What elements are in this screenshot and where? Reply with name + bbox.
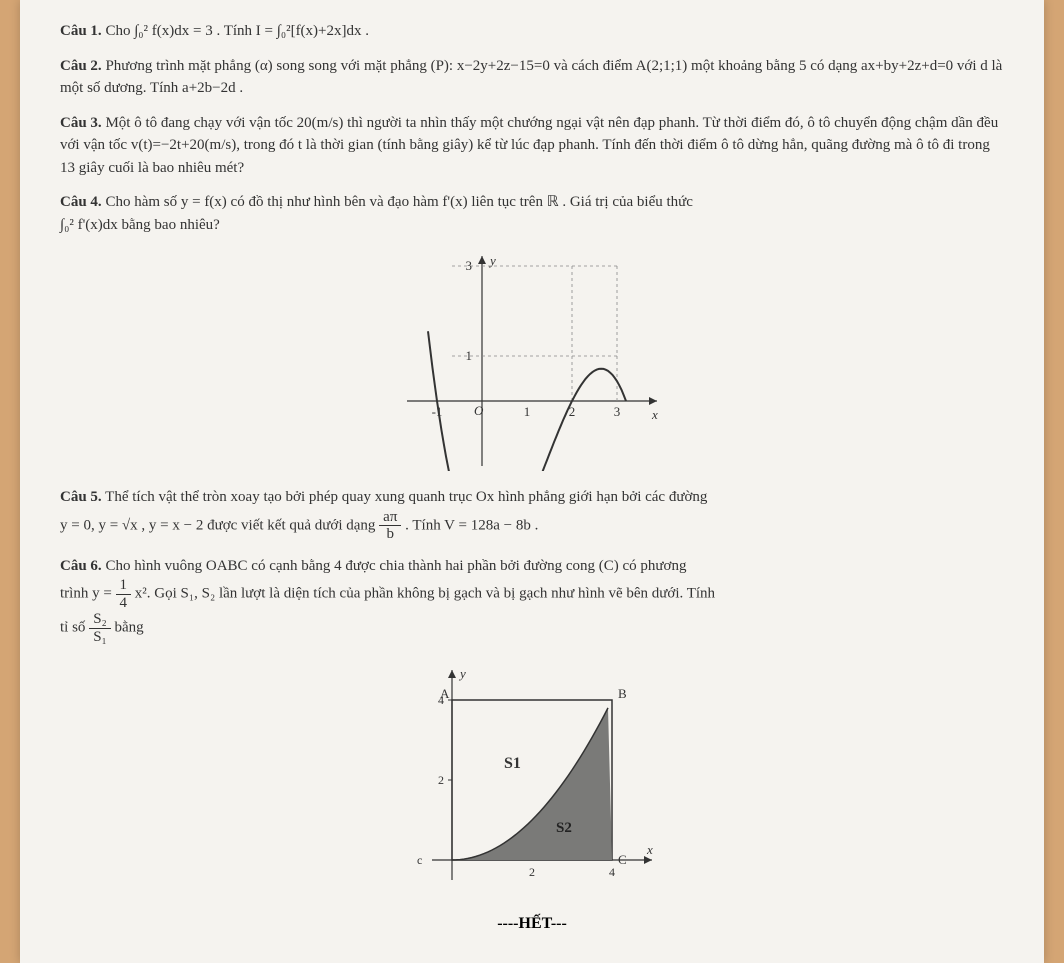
question-3: Câu 3. Một ô tô đang chạy với vận tốc 20… [60,112,1004,180]
q4-label: Câu 4. [60,194,102,210]
question-4: Câu 4. Cho hàm số y = f(x) có đồ thị như… [60,191,1004,236]
q6-label: Câu 6. [60,558,102,574]
q5-fraction: aπ b [379,509,401,543]
question-1: Câu 1. Cho ∫₀² f(x)dx = 3 . Tính I = ∫₀²… [60,20,1004,43]
svg-text:3: 3 [466,258,473,273]
q5-frac-den: b [379,526,401,543]
svg-text:C: C [618,852,627,867]
q6-frac2-num: S₂ [89,611,111,629]
q6-line3b: bằng [115,619,144,635]
q1-label: Câu 1. [60,23,102,39]
question-2: Câu 2. Phương trình mặt phẳng (α) song s… [60,55,1004,100]
q6-line2a: trình y = [60,585,116,601]
q5-line2a: y = 0, y = √x , y = x − 2 được viết kết … [60,517,379,533]
q4-text-before: Cho hàm số y = f(x) có đồ thị như hình b… [105,194,693,210]
q5-frac-num: aπ [379,509,401,527]
chart2-container: 2424S1S2ABCxyc [60,660,1004,900]
svg-text:A: A [440,686,450,701]
svg-text:3: 3 [614,404,621,419]
q6-fraction2: S₂ S₁ [89,611,111,645]
q3-text: Một ô tô đang chạy với vận tốc 20(m/s) t… [60,115,998,176]
svg-text:x: x [646,842,653,857]
chart2-area: 2424S1S2ABCxyc [392,660,672,900]
end-marker: ----HẾT--- [60,915,1004,933]
svg-text:1: 1 [524,404,531,419]
chart1-curve: 13-1123Oxy [402,251,662,471]
svg-text:B: B [618,686,627,701]
q5-line1: Thể tích vật thể tròn xoay tạo bởi phép … [105,489,707,505]
svg-text:O: O [474,403,484,418]
q5-line2b: . Tính V = 128a − 8b . [405,517,538,533]
question-6: Câu 6. Cho hình vuông OABC có cạnh bằng … [60,555,1004,646]
svg-text:S1: S1 [504,755,521,772]
q6-frac-num: 1 [116,577,132,595]
q4-text-after: ∫₀² f'(x)dx bằng bao nhiêu? [60,217,220,233]
svg-text:c: c [417,853,422,867]
chart1-container: 13-1123Oxy [60,251,1004,471]
question-5: Câu 5. Thể tích vật thể tròn xoay tạo bở… [60,486,1004,543]
q6-frac-den: 4 [116,595,132,612]
svg-text:1: 1 [466,348,473,363]
q6-fraction1: 1 4 [116,577,132,611]
q6-line3a: tỉ số [60,619,89,635]
svg-text:S2: S2 [556,820,572,836]
exam-page: Câu 1. Cho ∫₀² f(x)dx = 3 . Tính I = ∫₀²… [20,0,1044,963]
svg-text:x: x [651,407,658,422]
svg-text:2: 2 [438,773,444,787]
svg-text:y: y [488,253,496,268]
svg-text:y: y [458,666,466,681]
q2-label: Câu 2. [60,58,102,74]
q5-label: Câu 5. [60,489,102,505]
svg-text:2: 2 [529,865,535,879]
q6-line2b: x². Gọi S₁, S₂ lần lượt là diện tích của… [135,585,715,601]
q3-label: Câu 3. [60,115,102,131]
q2-text: Phương trình mặt phẳng (α) song song với… [60,58,1002,97]
q6-line1: Cho hình vuông OABC có cạnh bằng 4 được … [105,558,686,574]
q6-frac2-den: S₁ [89,629,111,646]
q1-text: Cho ∫₀² f(x)dx = 3 . Tính I = ∫₀²[f(x)+2… [105,23,369,39]
svg-text:4: 4 [609,865,615,879]
